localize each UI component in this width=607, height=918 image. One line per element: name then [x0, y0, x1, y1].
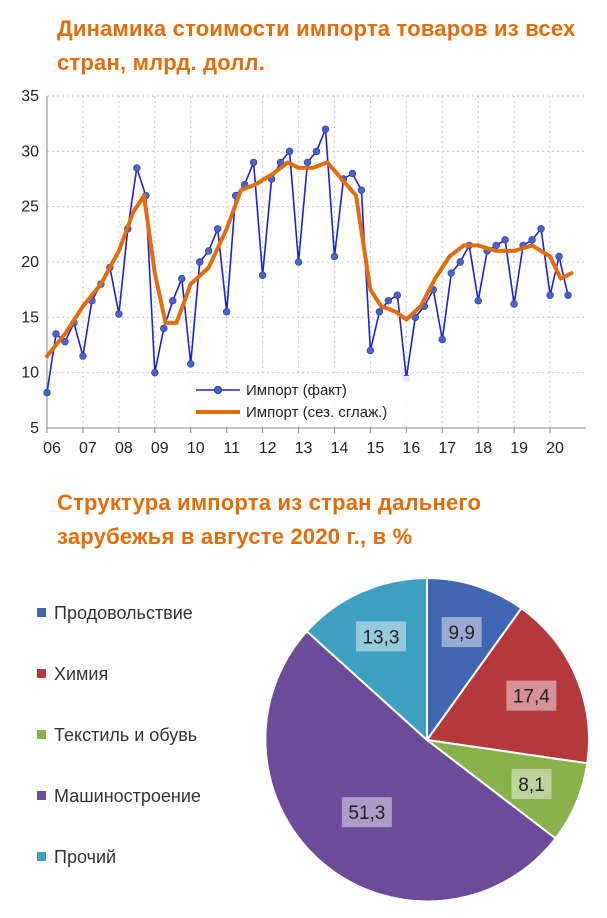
data-point [330, 252, 339, 261]
pie-slice [425, 606, 590, 765]
slice-label-box [506, 680, 557, 711]
data-point [510, 300, 518, 308]
data-point [52, 330, 60, 338]
legend-swatch [37, 791, 46, 800]
data-point [528, 236, 536, 244]
x-tick-label: 11 [223, 440, 240, 457]
x-tick-label: 10 [187, 440, 205, 457]
y-tick-label: 20 [21, 254, 39, 271]
x-tick-label: 12 [259, 440, 277, 457]
legend-swatch [37, 669, 46, 678]
legend-label-import-fact: Импорт (факт) [246, 382, 347, 399]
pie-chart-title: Структура импорта из стран дальнего зару… [57, 490, 482, 549]
data-point [249, 158, 258, 167]
data-point [474, 297, 482, 305]
slice-label: 17,4 [513, 687, 550, 708]
y-tick-label: 15 [21, 309, 39, 326]
data-point [169, 297, 177, 305]
line-chart: 5 10 15 20 25 30 35 06 07 08 09 10 11 12 13 14 15 16 17 18 1… [21, 88, 586, 457]
data-point [43, 388, 51, 397]
x-tick-label: 07 [79, 440, 97, 457]
data-point [546, 291, 554, 299]
pie-chart: 9,9 Продовольствие 17,4 Химия 8,1 Текстиль и … [37, 576, 590, 903]
data-point [501, 236, 509, 244]
slice-label-box [355, 621, 406, 652]
data-point [348, 169, 357, 178]
slice-label-box [511, 769, 552, 800]
slice-label: 51,3 [348, 803, 385, 824]
data-point [258, 271, 267, 279]
x-tick-label: 08 [115, 440, 133, 457]
data-point [294, 258, 303, 266]
x-tick-label: 06 [43, 440, 61, 457]
data-point [393, 291, 402, 299]
data-point [205, 247, 213, 255]
series-line-import-smoothed [45, 160, 574, 359]
data-point [160, 324, 168, 333]
data-point [133, 164, 141, 172]
x-tick-label: 14 [331, 440, 349, 457]
data-point [285, 147, 294, 156]
data-point [115, 310, 123, 318]
x-tick-label: 15 [367, 440, 385, 457]
data-point [196, 258, 204, 266]
data-point [151, 368, 159, 377]
data-point [213, 225, 222, 233]
legend-swatch [37, 608, 46, 617]
data-point [321, 125, 330, 133]
legend-swatch [37, 730, 46, 739]
y-tick-label: 25 [21, 199, 39, 216]
x-tick-label: 13 [295, 440, 313, 457]
data-point [178, 274, 186, 283]
data-point [564, 291, 572, 299]
data-point [357, 186, 366, 194]
data-point [366, 346, 375, 355]
y-tick-label: 35 [21, 88, 39, 105]
pie-slice [264, 629, 558, 903]
pie-slice [426, 576, 523, 744]
data-point [375, 308, 384, 316]
data-point [79, 352, 87, 360]
slice-label-box [341, 797, 392, 828]
data-point [456, 258, 464, 266]
x-tick-label: 19 [510, 440, 528, 457]
data-point [384, 297, 393, 305]
legend-label: Прочий [54, 847, 116, 867]
pie-slice [305, 576, 428, 743]
y-tick-label: 30 [21, 143, 39, 160]
data-point [537, 225, 545, 233]
legend-label: Машиностроение [54, 786, 201, 806]
slice-label: 8,1 [518, 775, 544, 796]
y-tick-label: 5 [30, 420, 39, 437]
y-tick-label: 10 [21, 365, 39, 382]
legend-label-import-smoothed: Импорт (сез. сглаж.) [246, 404, 387, 421]
data-point [492, 241, 500, 250]
data-point [447, 269, 455, 277]
x-tick-label: 09 [151, 440, 169, 457]
x-tick-label: 20 [546, 440, 564, 457]
data-point [555, 252, 563, 261]
slice-label: 9,9 [448, 623, 474, 644]
x-tick-label: 18 [474, 440, 492, 457]
legend-swatch [37, 852, 46, 861]
legend-label: Продовольствие [54, 603, 193, 623]
slice-label: 13,3 [362, 627, 399, 648]
legend-background [190, 376, 422, 424]
data-point [187, 360, 195, 368]
data-point [438, 335, 446, 344]
slice-label-box [441, 617, 482, 648]
x-tick-label: 16 [402, 440, 420, 457]
legend-label: Текстиль и обувь [54, 725, 197, 745]
data-point [61, 337, 69, 346]
data-point [312, 147, 321, 156]
legend-marker-import-fact [213, 385, 223, 395]
x-tick-label: 17 [438, 440, 456, 457]
data-point [303, 158, 312, 167]
data-point [222, 308, 231, 316]
line-chart-title: Динамика стоимости импорта товаров из вс… [57, 16, 576, 75]
legend-label: Химия [54, 664, 108, 684]
